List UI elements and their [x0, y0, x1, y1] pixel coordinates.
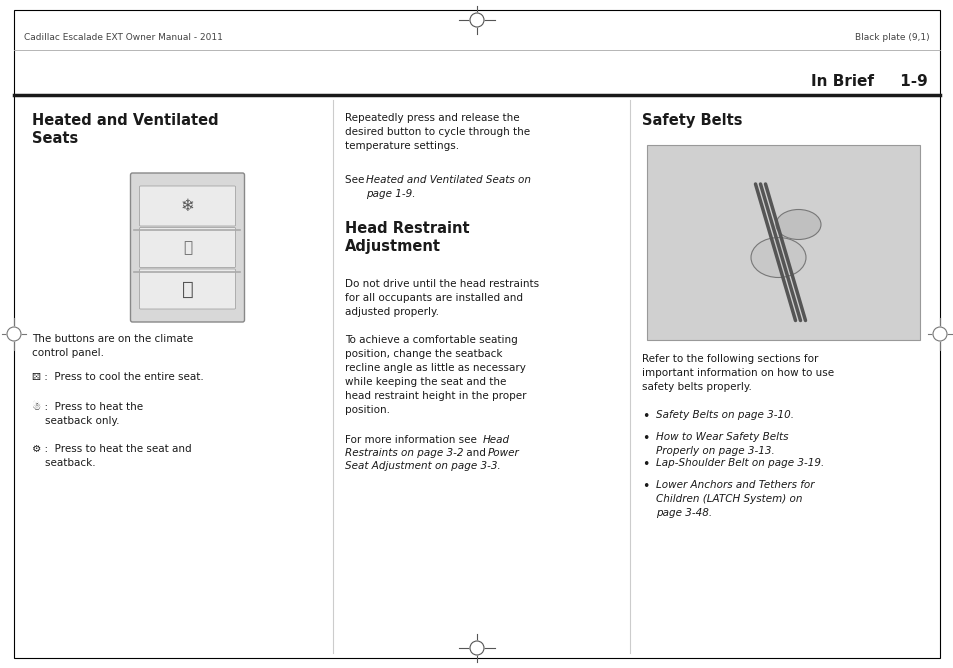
Text: Lower Anchors and Tethers for
Children (LATCH System) on
page 3-48.: Lower Anchors and Tethers for Children (… [656, 480, 814, 518]
FancyBboxPatch shape [139, 228, 235, 267]
Text: •: • [641, 432, 649, 445]
Text: Heated and Ventilated
Seats: Heated and Ventilated Seats [32, 113, 218, 146]
Text: •: • [641, 480, 649, 493]
Text: See: See [345, 175, 367, 185]
Text: Lap-Shoulder Belt on page 3-19.: Lap-Shoulder Belt on page 3-19. [656, 458, 823, 468]
Text: The buttons are on the climate
control panel.: The buttons are on the climate control p… [32, 334, 193, 358]
Text: 🔥: 🔥 [181, 279, 193, 299]
Circle shape [932, 327, 946, 341]
Text: Cadillac Escalade EXT Owner Manual - 2011: Cadillac Escalade EXT Owner Manual - 201… [24, 33, 223, 43]
Text: To achieve a comfortable seating
position, change the seatback
recline angle as : To achieve a comfortable seating positio… [345, 335, 526, 415]
Text: Black plate (9,1): Black plate (9,1) [855, 33, 929, 43]
Text: Head Restraint
Adjustment: Head Restraint Adjustment [345, 221, 469, 254]
Circle shape [470, 641, 483, 655]
Text: Power: Power [488, 448, 519, 458]
Text: Seat Adjustment on page 3-3: Seat Adjustment on page 3-3 [345, 461, 497, 471]
Text: ⚙ :  Press to heat the seat and
    seatback.: ⚙ : Press to heat the seat and seatback. [32, 444, 192, 468]
FancyBboxPatch shape [131, 173, 244, 322]
Text: For more information see: For more information see [345, 435, 479, 445]
Circle shape [470, 13, 483, 27]
Bar [646, 145, 919, 340]
Text: Head: Head [482, 435, 510, 445]
Ellipse shape [750, 238, 805, 277]
Text: Heated and Ventilated Seats on
page 1-9.: Heated and Ventilated Seats on page 1-9. [366, 175, 531, 199]
Text: Refer to the following sections for
important information on how to use
safety b: Refer to the following sections for impo… [641, 354, 833, 392]
Text: ❄: ❄ [180, 197, 194, 215]
Text: Restraints on page 3-2: Restraints on page 3-2 [345, 448, 463, 458]
FancyBboxPatch shape [139, 186, 235, 226]
Text: Safety Belts on page 3-10.: Safety Belts on page 3-10. [656, 410, 793, 420]
Text: ⚄ :  Press to cool the entire seat.: ⚄ : Press to cool the entire seat. [32, 372, 204, 382]
Text: •: • [641, 458, 649, 471]
Text: •: • [641, 410, 649, 423]
Text: ☃ :  Press to heat the
    seatback only.: ☃ : Press to heat the seatback only. [32, 402, 143, 426]
Ellipse shape [775, 210, 821, 240]
Text: Safety Belts: Safety Belts [641, 113, 741, 128]
Text: Do not drive until the head restraints
for all occupants are installed and
adjus: Do not drive until the head restraints f… [345, 279, 538, 317]
Text: 🔥: 🔥 [183, 240, 192, 255]
Text: .: . [497, 461, 500, 471]
Text: In Brief     1-9: In Brief 1-9 [810, 74, 927, 89]
Circle shape [7, 327, 21, 341]
Text: How to Wear Safety Belts
Properly on page 3-13.: How to Wear Safety Belts Properly on pag… [656, 432, 788, 456]
Text: and: and [462, 448, 489, 458]
Text: Repeatedly press and release the
desired button to cycle through the
temperature: Repeatedly press and release the desired… [345, 113, 530, 151]
FancyBboxPatch shape [139, 269, 235, 309]
